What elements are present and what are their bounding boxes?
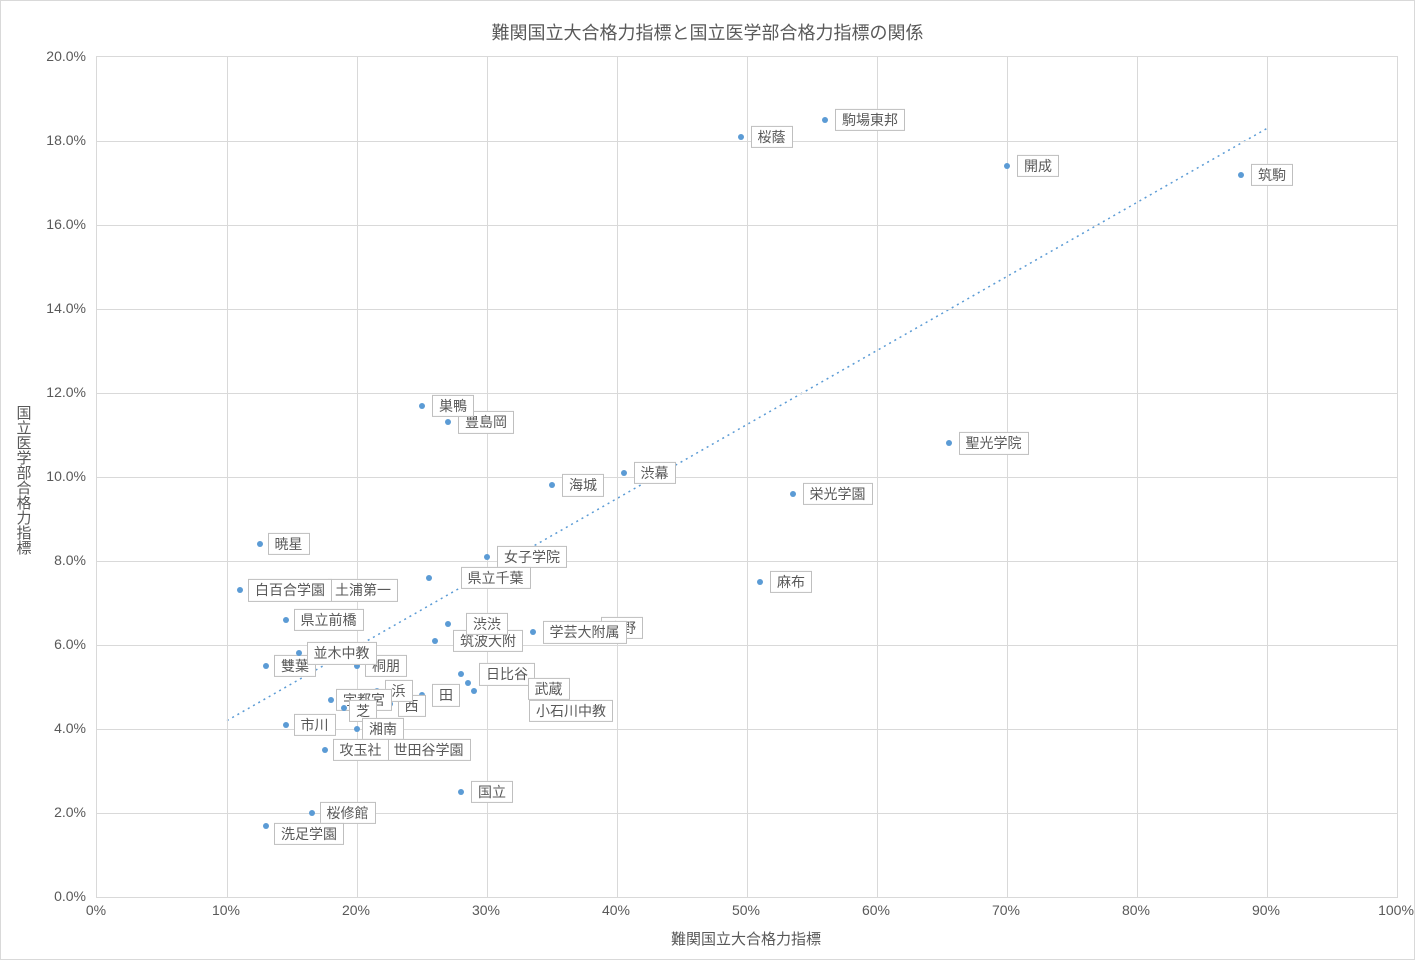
y-tick-label: 2.0% — [54, 804, 86, 820]
grid-line-horizontal — [97, 561, 1397, 562]
data-label: 洗足学園 — [274, 823, 344, 845]
data-point — [445, 419, 451, 425]
data-label: 湘南 — [362, 718, 404, 740]
chart-title: 難関国立大合格力指標と国立医学部合格力指標の関係 — [1, 19, 1414, 45]
data-point — [790, 491, 796, 497]
data-label: 市川 — [294, 714, 336, 736]
data-label: 海城 — [562, 474, 604, 496]
y-tick-label: 4.0% — [54, 720, 86, 736]
data-label: 渋幕 — [634, 462, 676, 484]
y-tick-label: 8.0% — [54, 552, 86, 568]
data-point — [354, 726, 360, 732]
y-axis-label-container: 国立医学部合格力指標 — [13, 1, 33, 959]
data-label: 麻布 — [770, 571, 812, 593]
data-label: 国立 — [471, 781, 513, 803]
grid-line-horizontal — [97, 645, 1397, 646]
y-tick-label: 14.0% — [46, 300, 86, 316]
grid-line-horizontal — [97, 141, 1397, 142]
y-tick-label: 20.0% — [46, 48, 86, 64]
x-tick-label: 30% — [472, 902, 500, 918]
data-label: 県立千葉 — [461, 567, 531, 589]
data-label: 開成 — [1017, 155, 1059, 177]
data-label: 女子学院 — [497, 546, 567, 568]
x-tick-label: 80% — [1122, 902, 1150, 918]
data-label: 学芸大附属 — [543, 621, 627, 643]
y-tick-label: 12.0% — [46, 384, 86, 400]
data-label: 県立前橋 — [294, 609, 364, 631]
data-point — [458, 789, 464, 795]
data-label: 渋渋 — [466, 613, 508, 635]
data-point — [419, 403, 425, 409]
y-tick-label: 18.0% — [46, 132, 86, 148]
data-point — [738, 134, 744, 140]
grid-line-horizontal — [97, 729, 1397, 730]
data-point — [296, 650, 302, 656]
data-point — [1004, 163, 1010, 169]
y-axis-label: 国立医学部合格力指標 — [13, 405, 34, 555]
data-point — [757, 579, 763, 585]
data-point — [283, 722, 289, 728]
x-tick-label: 20% — [342, 902, 370, 918]
y-tick-label: 0.0% — [54, 888, 86, 904]
data-label: 暁星 — [268, 533, 310, 555]
grid-line-horizontal — [97, 477, 1397, 478]
data-point — [822, 117, 828, 123]
x-tick-label: 90% — [1252, 902, 1280, 918]
data-point — [322, 747, 328, 753]
data-point — [445, 621, 451, 627]
y-tick-label: 10.0% — [46, 468, 86, 484]
data-label: 駒場東邦 — [835, 109, 905, 131]
grid-line-horizontal — [97, 813, 1397, 814]
data-point — [263, 823, 269, 829]
data-label: 聖光学院 — [959, 432, 1029, 454]
x-tick-label: 0% — [86, 902, 106, 918]
data-label: 小石川中教 — [529, 700, 613, 722]
data-label: 桜修館 — [320, 802, 376, 824]
plot-area: 筑駒開成駒場東邦桜蔭聖光学院栄光学園麻布渋幕海城浅野学芸大附属女子学院県立千葉筑… — [96, 56, 1398, 898]
data-point — [484, 554, 490, 560]
data-point — [432, 638, 438, 644]
data-point — [946, 440, 952, 446]
data-point — [263, 663, 269, 669]
x-tick-label: 50% — [732, 902, 760, 918]
data-point — [309, 810, 315, 816]
data-label: 世田谷学園 — [387, 739, 471, 761]
data-point — [530, 629, 536, 635]
data-point — [549, 482, 555, 488]
data-point — [237, 587, 243, 593]
data-label: 巣鴨 — [432, 395, 474, 417]
grid-line-horizontal — [97, 393, 1397, 394]
data-label: 田 — [432, 684, 460, 706]
data-label: 攻玉社 — [333, 739, 389, 761]
data-label: 筑駒 — [1251, 164, 1293, 186]
data-label: 土浦第一 — [328, 579, 398, 601]
chart-container: 難関国立大合格力指標と国立医学部合格力指標の関係 国立医学部合格力指標 筑駒 開成… — [0, 0, 1415, 960]
data-label: 桜蔭 — [751, 126, 793, 148]
data-label: 武蔵 — [528, 678, 570, 700]
grid-line-horizontal — [97, 225, 1397, 226]
data-label: 白百合学園 — [248, 579, 332, 601]
data-label: 並木中教 — [307, 642, 377, 664]
data-point — [621, 470, 627, 476]
x-axis-label: 難関国立大合格力指標 — [96, 928, 1396, 949]
data-label: 栄光学園 — [803, 483, 873, 505]
data-point — [471, 688, 477, 694]
data-point — [283, 617, 289, 623]
grid-line-horizontal — [97, 309, 1397, 310]
y-tick-label: 6.0% — [54, 636, 86, 652]
data-point — [257, 541, 263, 547]
data-point — [458, 671, 464, 677]
x-tick-label: 40% — [602, 902, 630, 918]
data-point — [1238, 172, 1244, 178]
data-point — [328, 697, 334, 703]
x-tick-label: 60% — [862, 902, 890, 918]
data-point — [426, 575, 432, 581]
x-tick-label: 10% — [212, 902, 240, 918]
data-point — [341, 705, 347, 711]
x-tick-label: 70% — [992, 902, 1020, 918]
data-point — [465, 680, 471, 686]
x-tick-label: 100% — [1378, 902, 1414, 918]
y-tick-label: 16.0% — [46, 216, 86, 232]
